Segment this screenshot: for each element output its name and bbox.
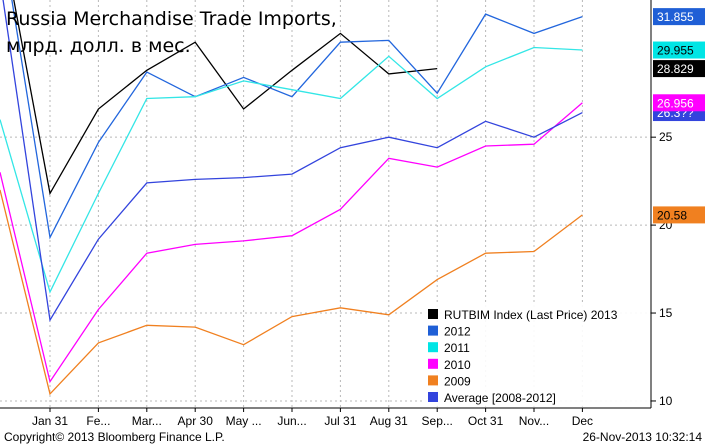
legend-label: RUTBIM Index (Last Price) 2013 (444, 308, 618, 322)
x-tick-label: Dec (572, 414, 593, 428)
x-tick-label: Apr 30 (178, 414, 214, 428)
series-lines (0, 0, 583, 396)
legend: RUTBIM Index (Last Price) 2013 2012 2011 20… (424, 305, 650, 407)
value-tag-box (653, 41, 705, 59)
x-tick-label: Jul 31 (324, 414, 356, 428)
value-tag-label: 29.955 (657, 44, 694, 58)
value-tag-label: 20.58 (657, 208, 687, 222)
legend-swatch (428, 358, 438, 369)
x-tick-label: Aug 31 (370, 414, 408, 428)
timestamp-text: 26-Nov-2013 10:32:14 (583, 430, 703, 444)
series-line-3 (0, 102, 583, 384)
x-axis-ticks: Jan 31 Fe... Mar... Apr 30 May ... Jun... Jul … (32, 408, 593, 428)
value-tag-label: 28.829 (657, 62, 694, 76)
x-tick-label: Nov... (519, 414, 549, 428)
y-tick-label: 25 (659, 130, 673, 144)
legend-background (424, 305, 650, 407)
legend-label: 2010 (444, 358, 471, 372)
grid (0, 0, 651, 408)
y-tick-label: 15 (659, 306, 673, 320)
legend-swatch (428, 392, 438, 402)
legend-label: Average [2008-2012] (444, 391, 556, 405)
legend-label: 2011 (444, 341, 470, 355)
series-line-2 (0, 46, 583, 294)
series-line-4 (0, 189, 583, 396)
legend-swatch (428, 309, 438, 319)
value-tag-box (653, 60, 705, 78)
value-tag-label: 31.855 (657, 10, 694, 24)
y-tick-label: 10 (659, 394, 673, 408)
copyright-text: Copyright© 2013 Bloomberg Finance L.P. (4, 430, 225, 444)
legend-label: 2009 (444, 374, 471, 388)
x-tick-label: Sep... (422, 414, 453, 428)
x-tick-label: Mar... (132, 414, 162, 428)
value-tag-box (653, 206, 705, 224)
series-line-5 (2, 0, 583, 322)
series-line-1 (11, 0, 583, 240)
x-tick-label: Oct 31 (468, 414, 504, 428)
x-tick-label: Fe... (86, 414, 110, 428)
legend-label: 2012 (444, 325, 471, 339)
x-tick-label: Jan 31 (32, 414, 68, 428)
x-tick-label: May ... (226, 414, 262, 428)
value-tag-label: 26.956 (657, 96, 694, 110)
legend-swatch (428, 325, 438, 336)
chart-title: Russia Merchandise Trade Imports, (6, 8, 337, 30)
series-line-0 (13, 0, 438, 196)
value-tag-box (653, 94, 705, 112)
x-tick-label: Jun... (277, 414, 306, 428)
value-tag-box (653, 8, 705, 26)
legend-swatch (428, 342, 438, 353)
legend-swatch (428, 375, 438, 386)
chart-subtitle: млрд. долл. в мес. (6, 35, 191, 57)
